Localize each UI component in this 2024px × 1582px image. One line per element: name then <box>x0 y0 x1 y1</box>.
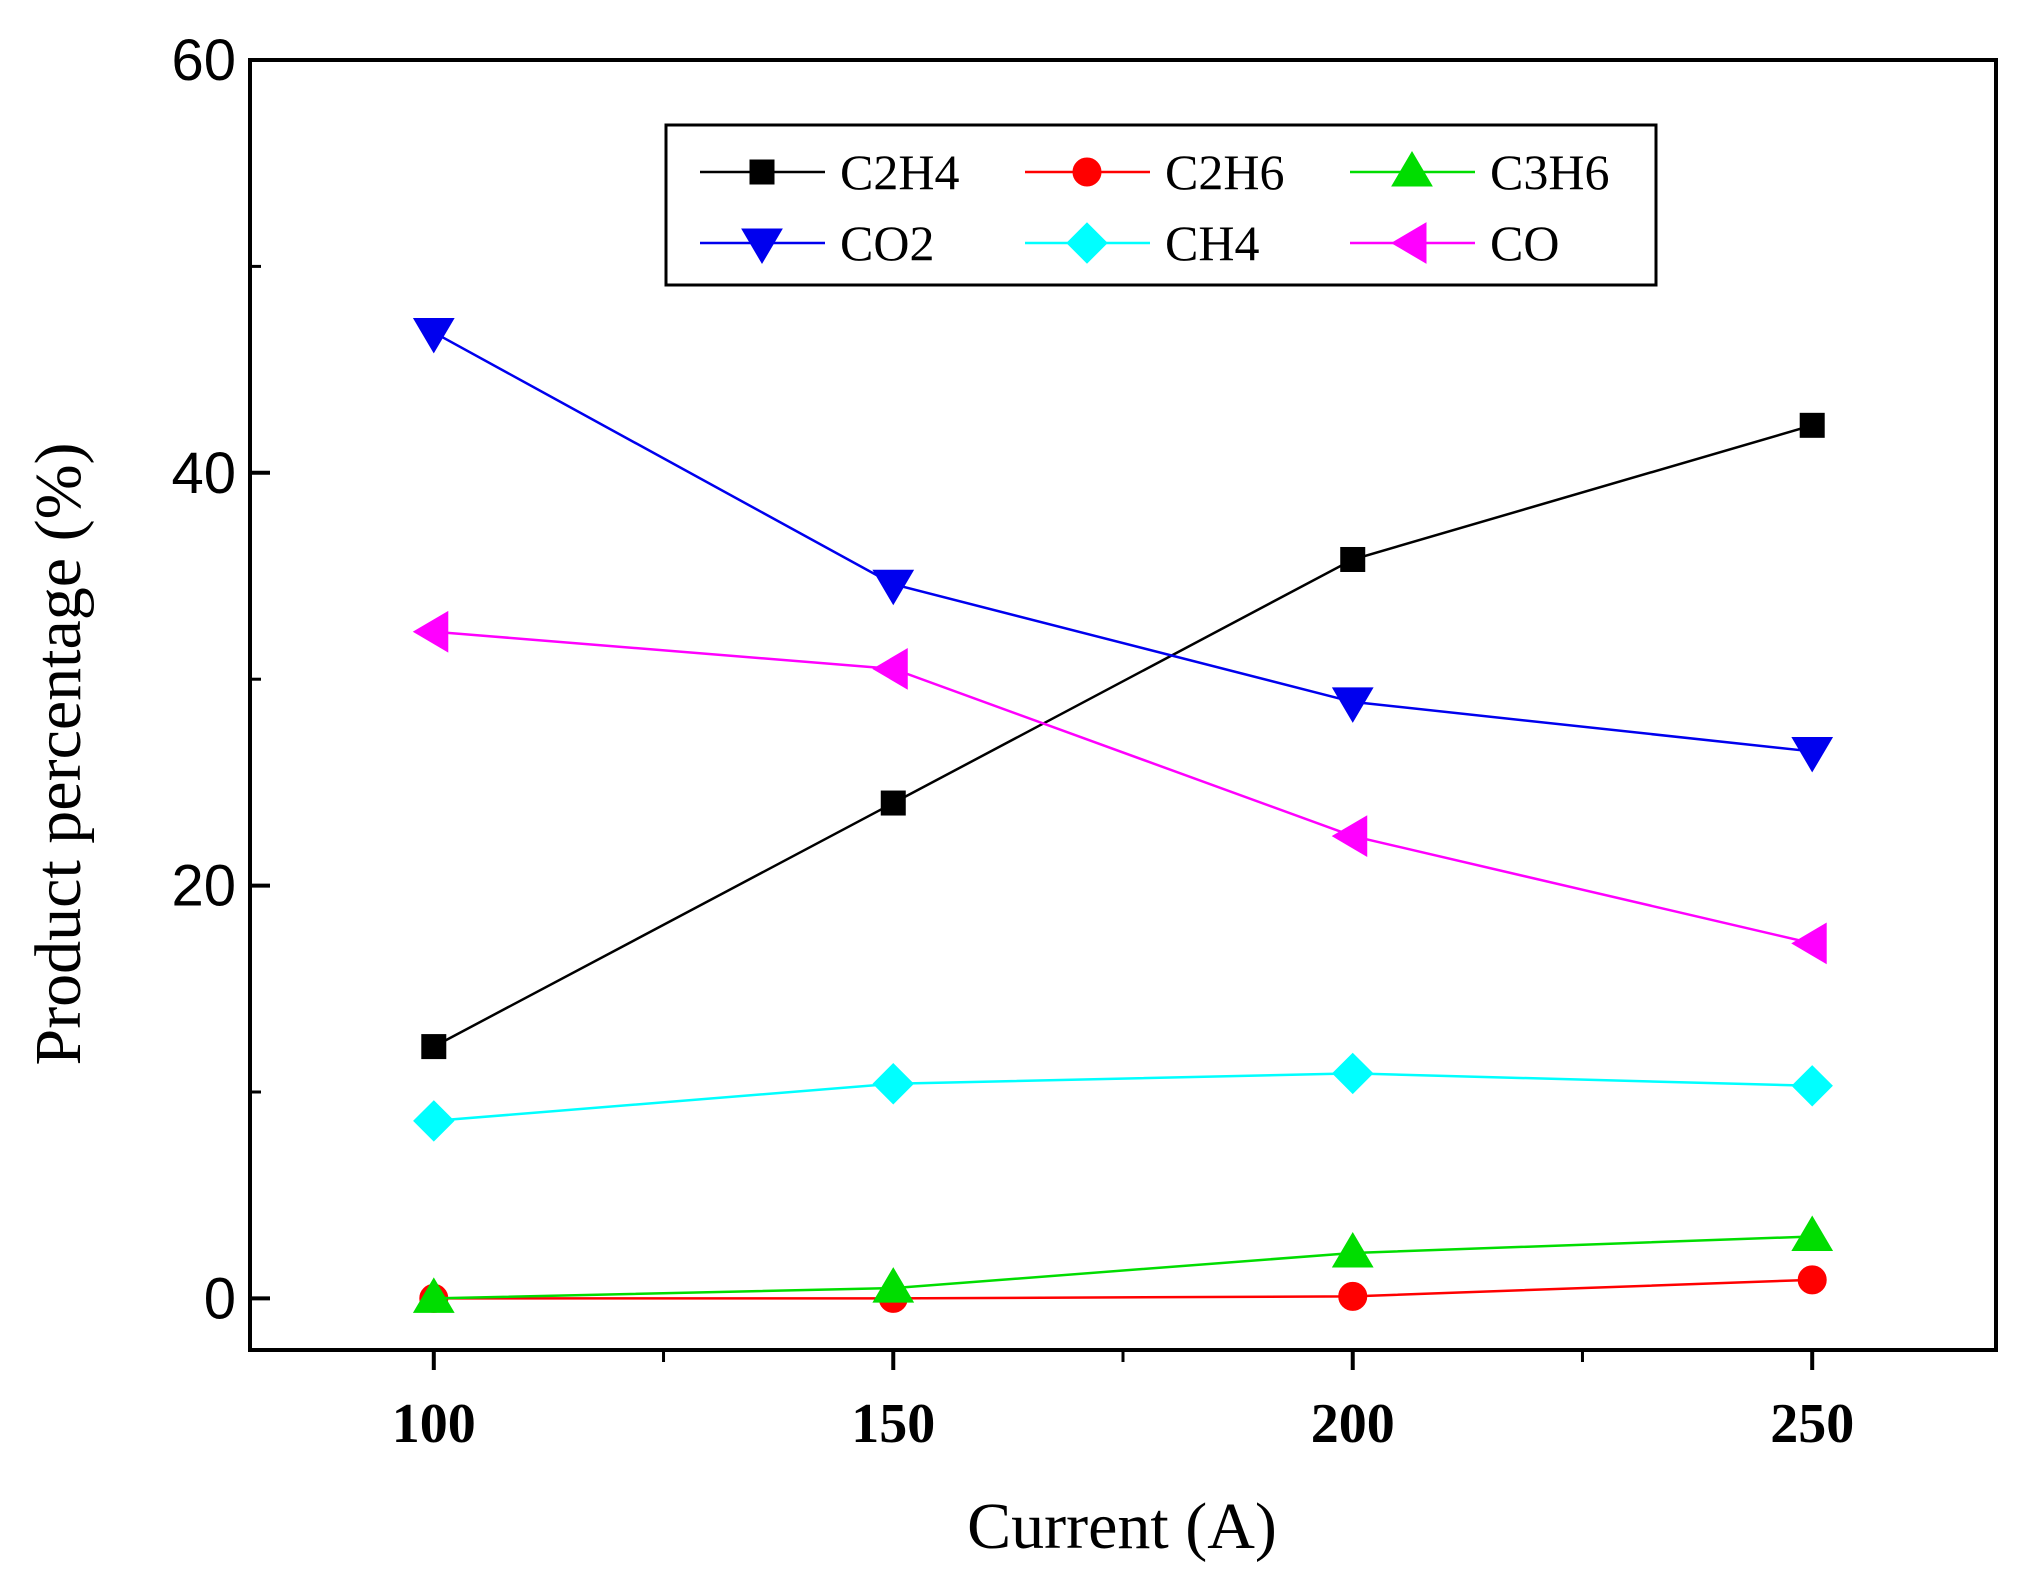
legend-item-c2h6: C2H6 <box>1025 144 1284 200</box>
data-point <box>1331 687 1374 723</box>
data-point <box>1799 412 1825 438</box>
x-tick-label: 100 <box>392 1393 476 1455</box>
y-axis: 0 20 40 60 <box>171 28 270 1331</box>
data-point <box>1340 546 1366 572</box>
data-point <box>1797 1265 1827 1295</box>
legend-marker <box>749 159 775 185</box>
legend-item-co2: CO2 <box>700 215 934 271</box>
data-point <box>421 1034 447 1060</box>
data-point <box>880 790 906 816</box>
legend-marker <box>1072 157 1102 187</box>
legend-label: C3H6 <box>1490 144 1609 200</box>
series-line <box>433 424 1813 1048</box>
series-line <box>433 331 1813 753</box>
data-point <box>872 1267 915 1303</box>
legend-label: CO <box>1490 215 1559 271</box>
legend-marker <box>1066 222 1108 264</box>
legend-marker <box>741 228 783 264</box>
series-co <box>412 610 1827 965</box>
legend-box <box>664 123 1658 287</box>
y-tick-label: 20 <box>171 854 236 919</box>
x-axis: 100 150 200 250 <box>392 1350 1854 1455</box>
legend-label: CH4 <box>1165 215 1259 271</box>
data-point <box>412 1277 455 1313</box>
data-point <box>413 1100 455 1142</box>
x-tick-label: 150 <box>851 1393 935 1455</box>
series-c3h6 <box>412 1215 1834 1313</box>
series-co2 <box>412 317 1834 773</box>
data-point <box>872 1063 914 1105</box>
x-tick-label: 200 <box>1311 1393 1395 1455</box>
series-layer <box>412 317 1834 1313</box>
data-point <box>412 610 449 653</box>
y-axis-title: Product percentage (%) <box>22 442 95 1065</box>
series-ch4 <box>413 1052 1833 1142</box>
data-point <box>1791 1065 1833 1107</box>
series-c2h4 <box>421 412 1825 1060</box>
data-point <box>1331 1232 1374 1268</box>
legend-item-c3h6: C3H6 <box>1350 144 1609 200</box>
data-point <box>1331 815 1368 857</box>
legend-item-co: CO <box>1350 215 1559 271</box>
data-point <box>872 569 915 606</box>
series-line <box>433 1235 1813 1300</box>
data-point <box>1791 736 1834 773</box>
x-axis-title: Current (A) <box>967 1490 1277 1563</box>
series-line <box>433 630 1813 945</box>
legend-label: C2H6 <box>1165 144 1284 200</box>
legend-item-ch4: CH4 <box>1025 215 1259 271</box>
data-point <box>412 317 455 354</box>
series-line <box>433 1072 1813 1123</box>
data-point <box>872 648 908 690</box>
legend-item-c2h4: C2H4 <box>700 144 959 200</box>
y-tick-label: 40 <box>171 441 236 506</box>
legend-label: CO2 <box>840 215 934 271</box>
series-c2h6 <box>419 1265 1827 1313</box>
legend-marker <box>1391 222 1427 264</box>
legend: C2H4 C2H6 C3H6 CO2 CH4 CO <box>664 123 1658 287</box>
x-tick-label: 250 <box>1770 1393 1854 1455</box>
data-point <box>1791 922 1827 965</box>
data-point <box>1791 1215 1834 1251</box>
data-point <box>1332 1052 1374 1095</box>
legend-marker <box>1391 151 1433 187</box>
data-point <box>1338 1281 1368 1311</box>
legend-label: C2H4 <box>840 144 959 200</box>
series-line <box>433 1278 1813 1300</box>
y-tick-label: 0 <box>204 1266 236 1331</box>
y-tick-label: 60 <box>171 28 236 93</box>
